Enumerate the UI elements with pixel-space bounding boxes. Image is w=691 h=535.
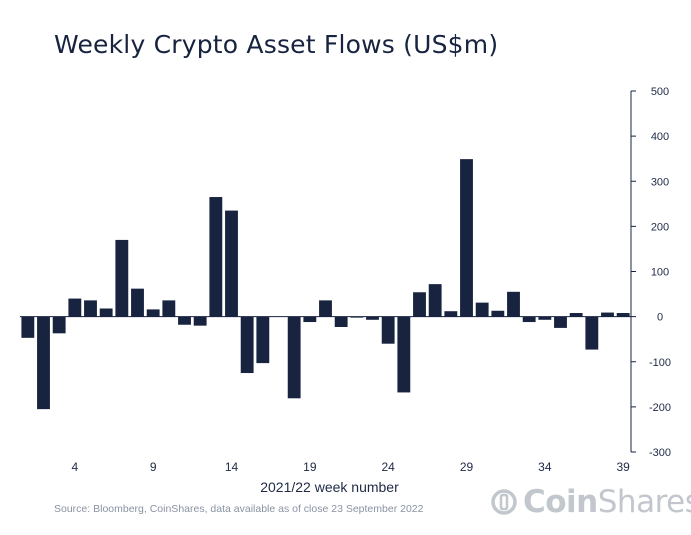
bar-week-37 [585, 316, 599, 350]
bar-week-6 [99, 308, 113, 317]
bar-week-1 [21, 316, 35, 338]
x-tick-label-4: 4 [71, 460, 78, 474]
bar-week-39 [616, 313, 630, 317]
x-tick-label-24: 24 [381, 460, 395, 474]
bar-week-20 [319, 300, 332, 317]
bar-week-29 [460, 159, 473, 317]
x-tick-label-9: 9 [150, 460, 157, 474]
x-tick-label-34: 34 [538, 460, 552, 474]
x-tick-label-29: 29 [460, 460, 474, 474]
bar-week-18 [287, 316, 301, 399]
bar-week-19 [303, 316, 317, 323]
bar-week-26 [413, 292, 426, 317]
bar-week-23 [366, 316, 379, 320]
brand-name: CoinShares [523, 484, 691, 520]
y-tick-label--100: -100 [649, 357, 671, 369]
x-tick-label-39: 39 [616, 460, 630, 474]
bar-week-14 [225, 210, 238, 317]
y-tick-label-200: 200 [651, 221, 669, 233]
bar-week-4 [68, 298, 82, 317]
bar-week-2 [37, 316, 50, 410]
chart-title: Weekly Crypto Asset Flows (US$m) [54, 30, 499, 59]
bar-week-13 [209, 197, 223, 317]
y-tick-label-0: 0 [657, 312, 663, 324]
bar-week-38 [601, 312, 614, 317]
bar-week-22 [350, 316, 364, 318]
bar-week-7 [115, 239, 129, 317]
bar-week-8 [131, 288, 144, 317]
bar-week-5 [84, 300, 97, 317]
y-tick-label--200: -200 [649, 402, 671, 414]
bar-week-34 [538, 316, 552, 320]
source-note: Source: Bloomberg, CoinShares, data avai… [54, 503, 424, 515]
bar-week-12 [193, 316, 207, 326]
bar-week-21 [334, 316, 348, 328]
bar-week-33 [522, 316, 536, 323]
x-tick-label-19: 19 [303, 460, 317, 474]
coinshares-logo-icon [491, 489, 517, 515]
bar-week-36 [569, 313, 583, 317]
bar-week-3 [52, 316, 66, 334]
bar-week-31 [491, 310, 505, 317]
bar-week-32 [507, 291, 520, 317]
bar-week-10 [162, 300, 176, 317]
y-tick-label-100: 100 [651, 267, 669, 279]
bar-week-24 [381, 316, 395, 344]
x-tick-label-14: 14 [225, 460, 239, 474]
y-tick-label-500: 500 [651, 86, 669, 98]
x-axis-label: 2021/22 week number [260, 479, 399, 495]
coinshares-logo: CoinShares [490, 483, 691, 521]
bar-week-11 [178, 316, 191, 325]
bar-week-27 [428, 284, 442, 317]
bar-week-25 [397, 316, 411, 393]
y-tick-label-300: 300 [651, 176, 669, 188]
bar-week-16 [256, 316, 270, 364]
bar-week-35 [554, 316, 567, 328]
y-tick-label-400: 400 [651, 131, 669, 143]
y-tick-label--300: -300 [649, 447, 671, 459]
bar-week-9 [146, 309, 160, 317]
bar-week-28 [444, 311, 458, 317]
bar-week-15 [240, 316, 254, 374]
bar-week-30 [475, 302, 489, 317]
